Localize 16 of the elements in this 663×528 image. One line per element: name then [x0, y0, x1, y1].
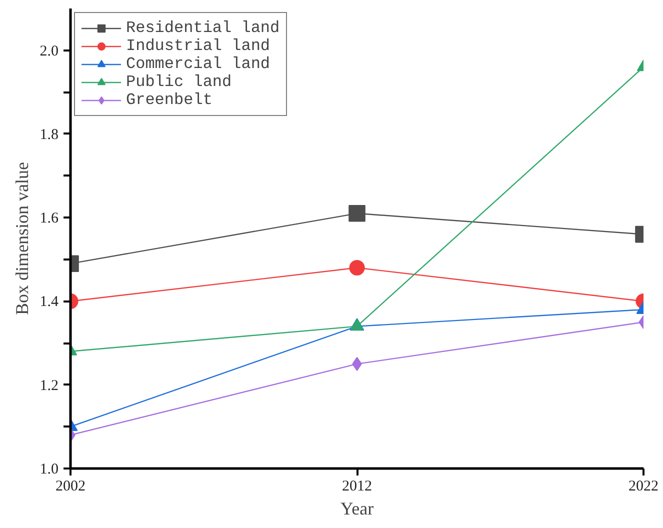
legend-label: Public land — [126, 73, 232, 91]
legend-label: Residential land — [126, 19, 280, 37]
y-axis-title: Box dimension value — [12, 162, 32, 315]
x-tick-label: 2002 — [56, 478, 86, 494]
x-tick-label: 2022 — [628, 478, 658, 494]
y-tick-label: 1.0 — [40, 462, 58, 478]
x-axis-title: Year — [340, 498, 374, 518]
legend-label: Commercial land — [126, 55, 270, 73]
legend-label: Greenbelt — [126, 91, 212, 109]
y-tick-label: 1.8 — [40, 126, 58, 143]
y-tick-label: 1.4 — [40, 294, 59, 310]
y-tick-label: 1.6 — [40, 210, 59, 227]
legend-label: Industrial land — [126, 37, 270, 55]
y-tick-label: 1.2 — [40, 378, 58, 394]
x-tick-label: 2012 — [342, 478, 372, 494]
y-tick-label: 2.0 — [40, 43, 58, 60]
